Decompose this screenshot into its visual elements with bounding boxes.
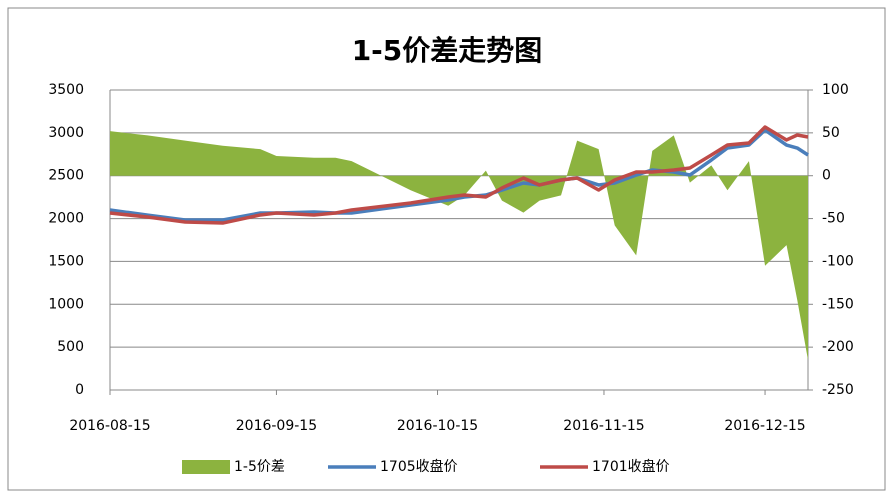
y2-tick-label: 0	[822, 168, 831, 184]
y-tick-label: 500	[57, 339, 84, 355]
y-tick-label: 2500	[48, 168, 84, 184]
area	[110, 131, 808, 360]
y-tick-label: 0	[75, 382, 84, 398]
y2-tick-label: -200	[822, 339, 854, 355]
y-tick-label: 2000	[48, 211, 84, 227]
chart-title: 1-5价差走势图	[352, 34, 543, 67]
y2-tick-label: -50	[822, 211, 845, 227]
y-tick-label: 1500	[48, 253, 84, 269]
legend-label: 1705收盘价	[380, 458, 458, 475]
x-tick-label: 2016-09-15	[236, 418, 317, 434]
y-tick-label: 1000	[48, 296, 84, 312]
x-tick-label: 2016-10-15	[397, 418, 478, 434]
y2-tick-label: 100	[822, 82, 849, 98]
y2-tick-label: -250	[822, 382, 854, 398]
y2-tick-label: 50	[822, 125, 840, 141]
y-tick-label: 3000	[48, 125, 84, 141]
chart-frame	[7, 7, 886, 491]
legend-swatch	[182, 460, 230, 474]
y2-tick-label: -100	[822, 253, 854, 269]
line	[109, 125, 809, 225]
legend-label: 1-5价差	[234, 459, 285, 475]
x-tick-label: 2016-08-15	[69, 418, 150, 434]
x-tick-label: 2016-11-15	[563, 418, 644, 434]
y2-tick-label: -150	[822, 296, 854, 312]
x-tick-label: 2016-12-15	[724, 418, 805, 434]
y-tick-label: 3500	[48, 82, 84, 98]
legend-label: 1701收盘价	[592, 458, 670, 475]
